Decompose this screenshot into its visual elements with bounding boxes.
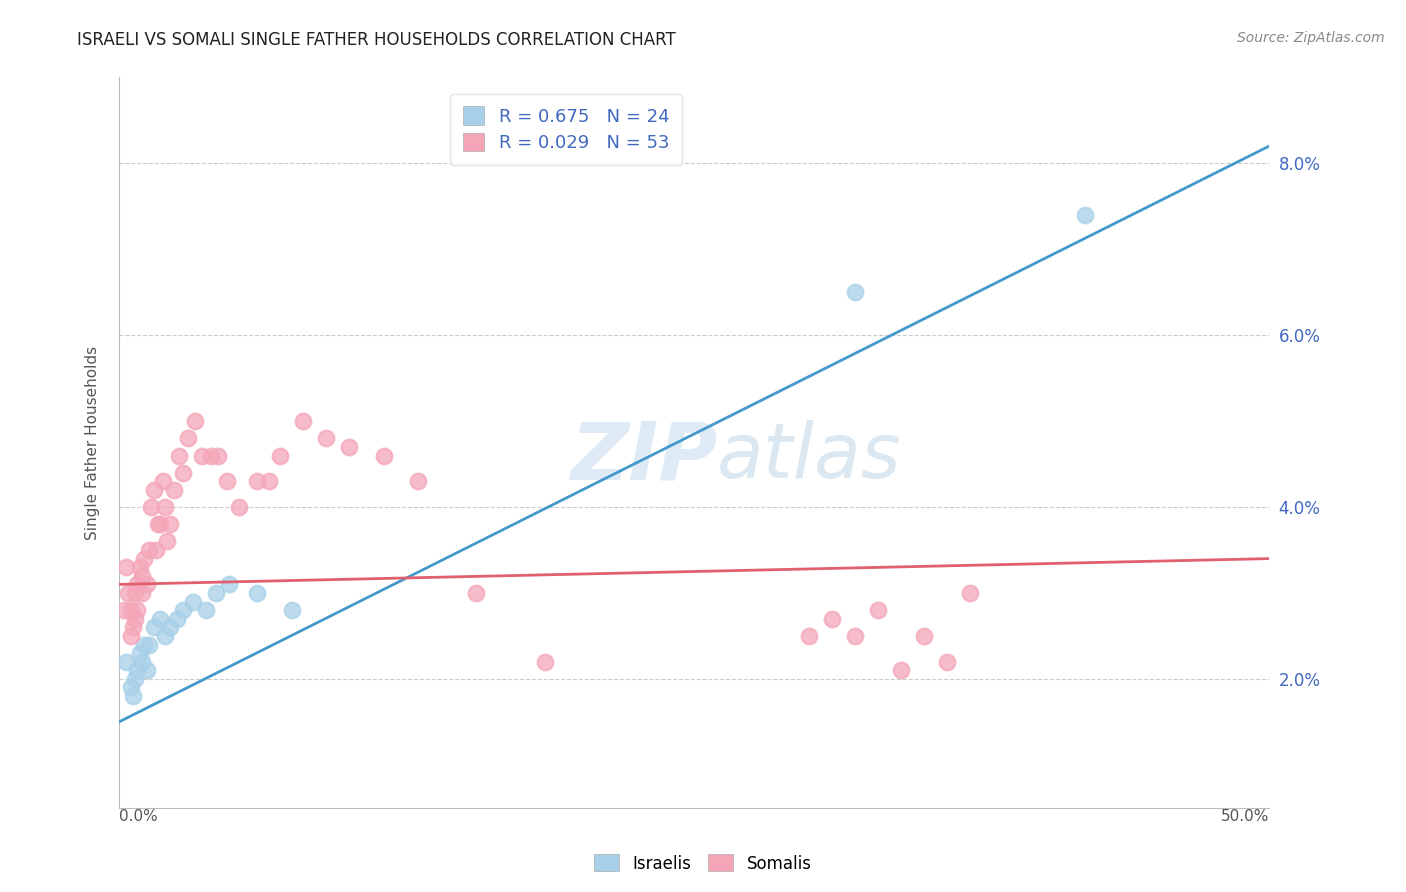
Point [124,586,146,600]
Text: 50.0%: 50.0% [1220,808,1270,823]
Text: atlas: atlas [717,420,901,494]
Point [128,646,150,660]
Point [149,517,172,532]
Point [112,603,135,617]
Point [246,475,269,489]
Point [217,475,239,489]
Point [890,663,912,677]
Point [134,551,156,566]
Point [337,440,360,454]
Point [207,449,229,463]
Point [159,517,181,532]
Point [159,620,181,634]
Point [153,629,176,643]
Point [464,586,486,600]
Point [115,560,138,574]
Point [135,663,157,677]
Point [1074,208,1097,222]
Point [127,577,149,591]
Point [124,612,146,626]
Point [142,620,165,634]
Point [117,586,139,600]
Point [131,569,153,583]
Point [195,603,218,617]
Point [191,449,214,463]
Text: Source: ZipAtlas.com: Source: ZipAtlas.com [1237,31,1385,45]
Point [844,285,866,300]
Text: ISRAELI VS SOMALI SINGLE FATHER HOUSEHOLDS CORRELATION CHART: ISRAELI VS SOMALI SINGLE FATHER HOUSEHOL… [77,31,676,49]
Point [149,612,172,626]
Point [218,577,240,591]
Point [844,629,866,643]
Legend: Israelis, Somalis: Israelis, Somalis [588,847,818,880]
Point [128,560,150,574]
Point [172,603,194,617]
Point [141,500,163,514]
Point [280,603,302,617]
Point [124,672,146,686]
Point [204,586,226,600]
Point [292,414,315,428]
Point [121,689,143,703]
Point [146,517,169,532]
Point [177,431,200,445]
Point [184,414,207,428]
Point [145,543,167,558]
Point [115,655,138,669]
Point [121,620,143,634]
Text: 0.0%: 0.0% [120,808,157,823]
Point [163,483,186,497]
Y-axis label: Single Father Households: Single Father Households [86,345,100,540]
Point [166,612,188,626]
Point [315,431,337,445]
Point [142,483,165,497]
Text: ZIP: ZIP [569,418,717,496]
Legend: R = 0.675   N = 24, R = 0.029   N = 53: R = 0.675 N = 24, R = 0.029 N = 53 [450,94,682,165]
Point [257,475,280,489]
Point [269,449,291,463]
Point [797,629,820,643]
Point [228,500,250,514]
Point [172,466,194,480]
Point [120,603,142,617]
Point [959,586,981,600]
Point [406,475,429,489]
Point [912,629,935,643]
Point [533,655,555,669]
Point [134,638,156,652]
Point [127,663,149,677]
Point [153,500,176,514]
Point [138,638,160,652]
Point [131,655,153,669]
Point [135,577,157,591]
Point [181,594,204,608]
Point [156,534,179,549]
Point [138,543,160,558]
Point [120,681,142,695]
Point [936,655,959,669]
Point [167,449,190,463]
Point [120,629,142,643]
Point [152,475,174,489]
Point [200,449,222,463]
Point [821,612,844,626]
Point [127,603,149,617]
Point [866,603,889,617]
Point [246,586,269,600]
Point [131,586,153,600]
Point [373,449,395,463]
